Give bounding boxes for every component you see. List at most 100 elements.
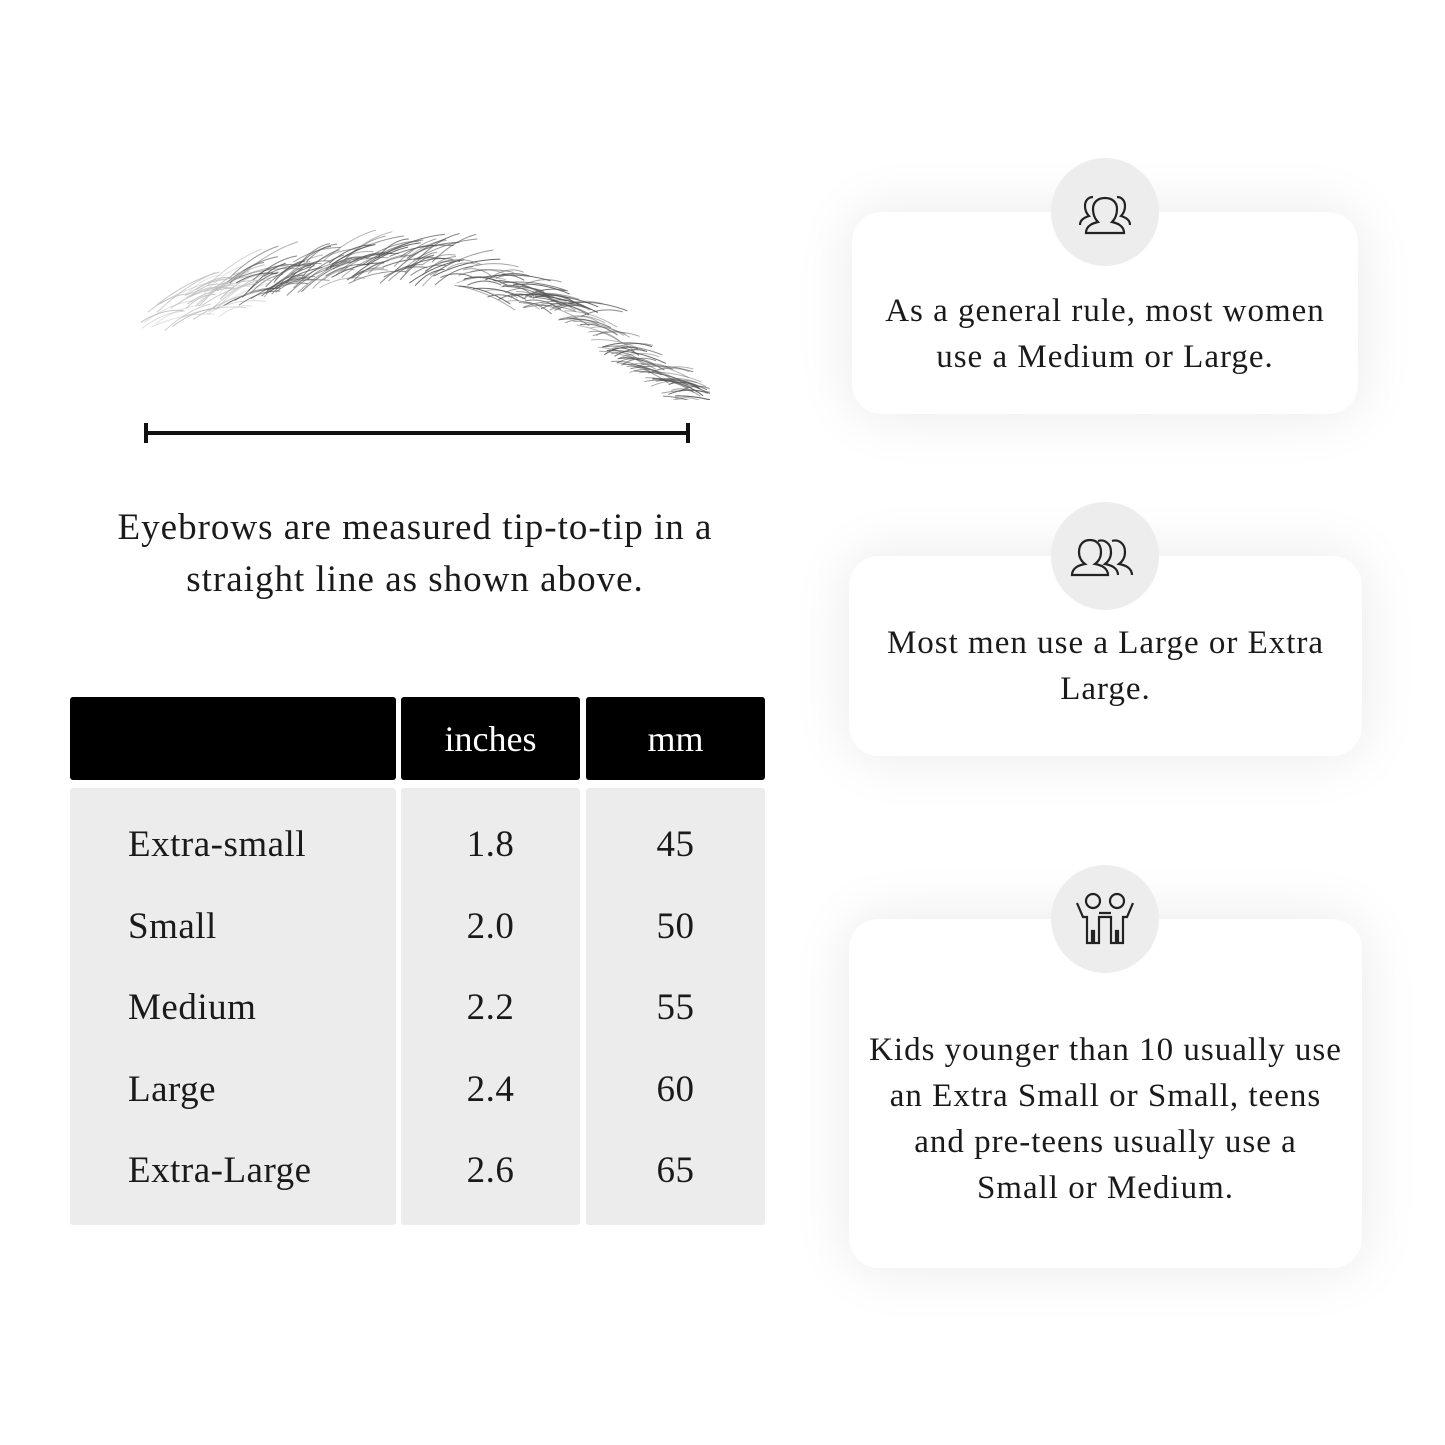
mm-column [586,788,765,1225]
eyebrow-hair [382,257,446,268]
eyebrow-hair [263,264,312,277]
eyebrow-hair [558,318,612,328]
eyebrow-hair [495,274,525,281]
cell-inches: 2.4 [466,1068,515,1110]
eyebrow-hair [630,365,694,373]
eyebrow-hair [366,242,421,265]
eyebrow-hair [410,264,447,276]
eyebrow-hair [440,273,475,279]
eyebrow-hair [343,235,386,261]
eyebrow-hair [340,253,381,273]
eyebrow-hair [467,280,502,286]
cell-size: Medium [128,987,257,1028]
eyebrow-hair [525,299,562,310]
eyebrow-hair [639,371,702,383]
cell-size: Small [128,905,217,947]
eyebrow-hair [238,290,281,306]
eyebrow-hair [353,260,389,282]
eyebrow-hair [610,351,640,361]
eyebrow-hair [493,269,524,277]
eyebrow-hair [414,269,445,287]
eyebrow-hair [668,381,701,390]
eyebrow-illustration [140,230,710,400]
eyebrow-hair [271,274,306,295]
eyebrow-hair [590,326,625,336]
eyebrow-hair [636,363,674,370]
eyebrow-hair [569,316,600,323]
eyebrow-hair [532,294,571,300]
eyebrow-hair [518,301,552,315]
eyebrow-hair [217,264,265,292]
cell-size: Large [128,1068,217,1110]
eyebrow-hair [238,241,298,278]
eyebrow-hair [325,244,376,271]
eyebrow-hair [201,282,258,306]
cell-mm: 55 [656,987,695,1028]
eyebrow-hair [226,256,278,283]
eyebrow-hair [328,244,372,264]
eyebrow-hair [312,266,349,289]
eyebrow-hair [592,331,640,337]
eyebrow-hair [464,263,519,269]
eyebrow-hair [678,385,710,393]
eyebrow-hair [300,261,351,293]
men-group-icon [1051,502,1159,610]
measurement-caption: Eyebrows are measured tip-to-tip in a st… [117,507,713,600]
eyebrow-hair [559,317,590,327]
eyebrow-hair [645,377,695,393]
eyebrow-hair [214,270,249,290]
eyebrow-hair [629,368,662,375]
eyebrow-hair [185,294,216,310]
card-text: Kids younger than 10 usually use an Extr… [869,1031,1342,1206]
eyebrow-hair [535,295,599,313]
eyebrow-hair [620,363,662,376]
eyebrow-hair [487,294,520,302]
inches-column [401,788,580,1225]
eyebrow-hair [603,346,638,356]
eyebrow-hair [671,388,701,397]
eyebrow-hair [297,257,353,294]
eyebrow-hair [190,283,222,297]
eyebrow-hair [178,286,214,305]
eyebrow-hair [302,249,340,277]
eyebrow-hair [572,320,631,338]
cell-inches: 2.6 [466,1150,515,1191]
eyebrow-hair [482,274,551,282]
eyebrow-hair [607,343,653,352]
eyebrow-hair [323,268,355,281]
eyebrow-hair [522,302,578,319]
eyebrow-hair [274,278,314,289]
eyebrow-hair [208,273,266,313]
eyebrow-hair [141,310,186,329]
eyebrow-hair [590,339,646,352]
eyebrow-hair [458,285,511,305]
eyebrow-hair [297,245,332,267]
eyebrow-hair [306,243,338,263]
eyebrow-hair [566,315,606,324]
eyebrow-hair [206,248,262,287]
cell-inches: 2.0 [466,905,515,947]
cell-size: Extra-small [128,824,307,865]
eyebrow-hair [378,238,409,257]
eyebrow-hair [417,233,460,260]
eyebrow-hair [447,262,480,270]
eyebrow-hair [388,263,422,282]
eyebrow-hair [469,269,509,276]
eyebrow-hair [458,269,514,276]
women-group-icon [1051,158,1159,266]
eyebrow-hair [143,299,196,324]
eyebrow-hair [195,270,250,307]
eyebrow-hair [228,245,279,279]
eyebrow-hair [552,300,604,308]
eyebrow-hair [348,270,407,284]
eyebrow-hair [647,367,690,374]
eyebrow-hair [293,254,345,289]
card-kids: Kids younger than 10 usually use an Extr… [849,919,1362,1268]
cell-mm: 65 [656,1150,695,1191]
eyebrow-hair [235,272,278,284]
eyebrow-hair [463,276,497,282]
eyebrow-hair [203,265,243,294]
card-text: As a general rule, most women use a Medi… [885,293,1325,375]
eyebrow-hair [614,349,648,357]
eyebrow-hair [602,345,663,356]
